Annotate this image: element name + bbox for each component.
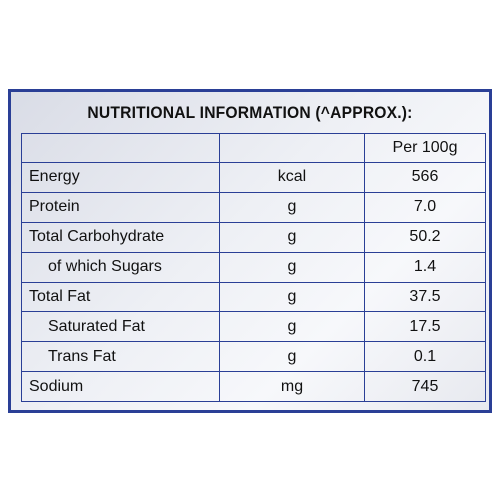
header-value-cell: Per 100g [364, 133, 486, 163]
nutrient-value: 7.0 [364, 191, 486, 223]
panel-title: NUTRITIONAL INFORMATION (^APPROX.): [87, 103, 413, 122]
header-label-cell [21, 133, 220, 163]
nutrition-panel: NUTRITIONAL INFORMATION (^APPROX.): Per … [8, 89, 492, 413]
table-row: Protein g 7.0 [21, 191, 486, 223]
nutrient-value: 745 [364, 371, 486, 403]
nutrient-value: 0.1 [364, 341, 486, 373]
nutrient-unit: g [219, 281, 365, 313]
table-header-row: Per 100g [21, 133, 486, 163]
nutrient-label: Total Fat [21, 281, 220, 313]
nutrient-value: 50.2 [364, 221, 486, 253]
table-row: Trans Fat g 0.1 [21, 341, 486, 373]
nutrient-unit: g [219, 311, 365, 343]
nutrient-unit: g [219, 221, 365, 253]
nutrient-label: of which Sugars [21, 251, 220, 283]
nutrient-label: Total Carbohydrate [21, 221, 220, 253]
nutrition-table: Per 100g Energy kcal 566 Protein g 7.0 T… [21, 133, 486, 403]
nutrient-value: 566 [364, 162, 486, 193]
table-row: Total Fat g 37.5 [21, 281, 486, 313]
table-row: of which Sugars g 1.4 [21, 251, 486, 283]
nutrient-label: Trans Fat [21, 341, 220, 373]
table-row: Saturated Fat g 17.5 [21, 311, 486, 343]
nutrient-unit: g [219, 251, 365, 283]
table-row: Total Carbohydrate g 50.2 [21, 221, 486, 253]
table-row: Sodium mg 745 [21, 371, 486, 403]
nutrient-label: Sodium [21, 371, 220, 403]
nutrient-value: 17.5 [364, 311, 486, 343]
nutrient-value: 37.5 [364, 281, 486, 313]
header-unit-cell [219, 133, 365, 163]
nutrient-label: Protein [21, 191, 220, 223]
nutrient-value: 1.4 [364, 251, 486, 283]
nutrient-unit: g [219, 191, 365, 223]
nutrient-label: Saturated Fat [21, 311, 220, 343]
table-row: Energy kcal 566 [21, 162, 486, 193]
nutrient-label: Energy [21, 162, 220, 193]
nutrient-unit: kcal [219, 162, 365, 193]
nutrient-unit: mg [219, 371, 365, 403]
nutrient-unit: g [219, 341, 365, 373]
